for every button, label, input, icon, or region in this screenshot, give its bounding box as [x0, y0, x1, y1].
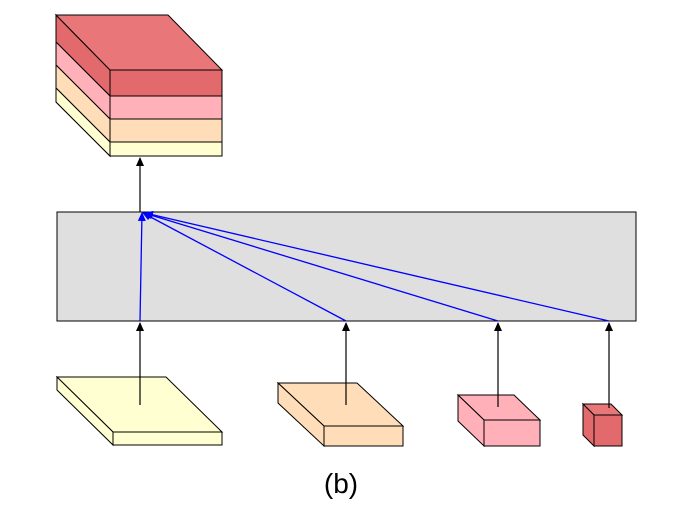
- stack-layer-red: [109, 69, 223, 97]
- input-block-pink: [456, 393, 542, 448]
- stack-layer-pink: [109, 95, 223, 120]
- input-block-red: [581, 402, 624, 448]
- block-peach-front: [323, 425, 404, 447]
- figure-caption: (b): [323, 468, 359, 499]
- block-pink-front: [483, 419, 541, 447]
- block-cream-front: [112, 431, 223, 446]
- input-block-peach: [276, 381, 405, 448]
- fusion-box: [56, 211, 637, 322]
- output-feature-stack: [54, 13, 224, 158]
- stack-layer-peach: [109, 118, 223, 143]
- stack-layer-cream: [109, 141, 223, 157]
- blue-fusion-links: [137, 210, 610, 322]
- block-red-front: [593, 414, 623, 447]
- blue-link-peach: [142, 212, 347, 322]
- blue-link-pink: [143, 211, 499, 322]
- blue-link-red: [144, 210, 610, 322]
- blue-link-cream: [137, 212, 146, 322]
